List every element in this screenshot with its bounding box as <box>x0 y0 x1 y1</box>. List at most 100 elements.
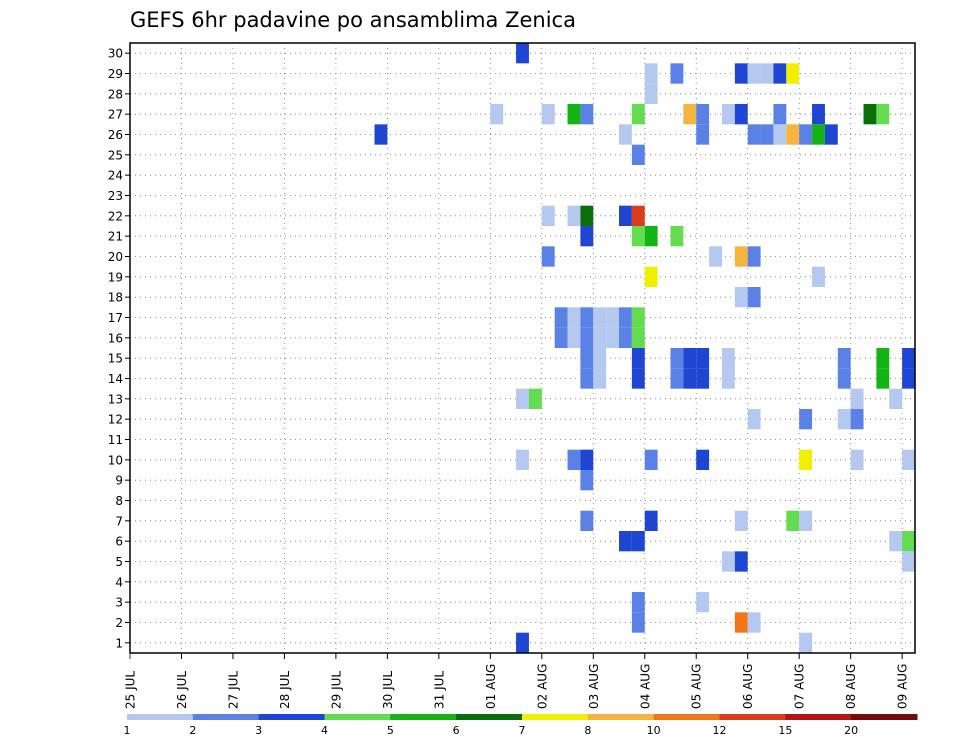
y-tick-label: 21 <box>108 230 123 244</box>
precip-cell <box>747 612 761 633</box>
x-tick-label: 07 AUG <box>793 664 807 709</box>
colorbar-swatch <box>851 714 918 720</box>
precip-cell <box>683 348 697 369</box>
colorbar-swatch <box>192 714 260 720</box>
precip-cell <box>631 307 645 328</box>
x-tick-label: 02 AUG <box>535 664 549 709</box>
x-axis-ticks: 25 JUL 26 JUL 27 JUL 28 JUL 29 JUL 30 JUL 31 J… <box>124 653 910 709</box>
precip-cell <box>734 287 748 308</box>
x-tick-label: 31 JUL <box>432 671 446 709</box>
precip-cell <box>812 104 825 125</box>
y-tick-label: 2 <box>115 616 123 630</box>
precip-cell <box>580 449 594 470</box>
precip-cell <box>593 307 607 328</box>
precip-cell <box>619 531 632 552</box>
x-tick-label: 05 AUG <box>690 664 704 709</box>
y-tick-label: 9 <box>115 474 123 488</box>
y-tick-label: 8 <box>115 494 123 508</box>
colorbar-label: 20 <box>844 724 858 737</box>
precip-cell <box>812 124 825 145</box>
precip-cell <box>593 368 607 389</box>
y-tick-label: 23 <box>108 189 123 203</box>
precip-cell <box>696 104 710 125</box>
y-tick-label: 22 <box>108 209 123 223</box>
precip-cell <box>799 632 813 653</box>
precip-cell <box>541 246 555 267</box>
y-tick-label: 28 <box>108 87 123 101</box>
precip-cell <box>696 348 710 369</box>
y-tick-label: 7 <box>115 514 123 528</box>
precip-cell <box>683 368 697 389</box>
colorbar-swatch <box>127 714 194 720</box>
colorbar-label: 12 <box>713 724 727 737</box>
y-tick-label: 19 <box>108 270 123 284</box>
precip-cell <box>850 388 864 409</box>
precip-cell <box>734 612 748 633</box>
colorbar-label: 8 <box>584 724 591 737</box>
precip-cell <box>902 449 915 470</box>
precip-cell <box>567 327 581 348</box>
precip-cell <box>541 205 555 226</box>
precip-cell <box>734 63 748 84</box>
precip-cell <box>541 104 555 125</box>
precip-cell <box>773 104 787 125</box>
y-tick-label: 11 <box>108 433 123 447</box>
precip-cell <box>876 104 890 125</box>
y-tick-label: 15 <box>108 352 123 366</box>
colorbar-swatch <box>522 714 589 720</box>
precip-cell <box>644 266 658 287</box>
precip-cell <box>734 246 748 267</box>
precip-cell <box>876 348 890 369</box>
precip-cell <box>670 368 684 389</box>
colorbar-label: 10 <box>647 724 661 737</box>
y-tick-label: 5 <box>115 555 123 569</box>
precip-cell <box>644 449 658 470</box>
precip-cell <box>580 510 594 531</box>
precip-cell <box>580 470 594 491</box>
precip-cell <box>786 510 800 531</box>
colorbar-swatch <box>258 714 325 720</box>
precip-cell <box>619 327 632 348</box>
precip-cell <box>631 327 645 348</box>
x-tick-label: 06 AUG <box>741 664 755 709</box>
y-tick-label: 26 <box>108 128 123 142</box>
colorbar-swatch <box>653 714 720 720</box>
x-tick-label: 29 JUL <box>329 671 343 709</box>
colorbar-swatch <box>719 714 786 720</box>
precip-cell <box>799 510 813 531</box>
precip-cell <box>631 104 645 125</box>
precip-cell <box>516 388 529 409</box>
colorbar: 1 2 3 4 5 6 7 8 10 12 15 20 <box>124 714 918 737</box>
x-tick-label: 26 JUL <box>175 671 189 709</box>
y-tick-label: 10 <box>108 453 123 467</box>
y-tick-label: 13 <box>108 392 123 406</box>
precip-cell <box>837 409 851 430</box>
y-tick-label: 25 <box>108 148 123 162</box>
precip-cell <box>554 307 568 328</box>
y-tick-label: 1 <box>115 636 123 650</box>
precip-cell <box>760 124 774 145</box>
colorbar-swatch <box>587 714 655 720</box>
precip-cell <box>580 327 594 348</box>
precip-cell <box>773 63 787 84</box>
precip-cell <box>850 449 864 470</box>
colorbar-label: 6 <box>453 724 460 737</box>
precip-cell <box>760 63 774 84</box>
precip-cell <box>824 124 838 145</box>
precip-cell <box>580 226 594 247</box>
y-tick-label: 24 <box>108 169 123 183</box>
precip-cell <box>490 104 504 125</box>
precip-cell <box>644 226 658 247</box>
precip-cell <box>747 246 761 267</box>
x-tick-label: 04 AUG <box>638 664 652 709</box>
precip-cell <box>747 287 761 308</box>
y-tick-label: 30 <box>108 47 123 61</box>
precip-cell <box>593 327 607 348</box>
precip-cell <box>696 368 710 389</box>
precip-cell <box>580 348 594 369</box>
precip-cell <box>683 104 697 125</box>
precip-cell <box>631 531 645 552</box>
precip-cell <box>876 368 890 389</box>
precip-cell <box>644 510 658 531</box>
precip-cell <box>516 449 529 470</box>
